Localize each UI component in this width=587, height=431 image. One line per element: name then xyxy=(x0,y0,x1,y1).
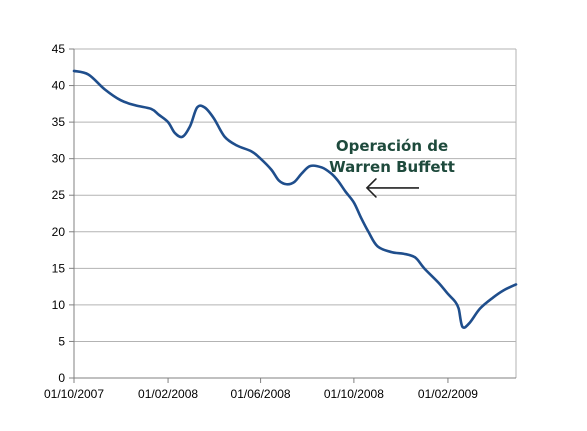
ytick-label-40: 40 xyxy=(52,79,66,93)
ytick-label-45: 45 xyxy=(52,42,66,56)
x-tick-labels: 01/10/2007 01/02/2008 01/06/2008 01/10/2008… xyxy=(44,387,478,401)
annotation-text-line-2: Warren Buffett xyxy=(329,158,455,176)
ytick-label-20: 20 xyxy=(52,225,66,239)
ytick-label-15: 15 xyxy=(52,261,66,275)
xtick-label-2: 01/06/2008 xyxy=(231,387,291,401)
arrow-head xyxy=(365,178,377,198)
xtick-label-0: 01/10/2007 xyxy=(44,387,104,401)
ytick-label-10: 10 xyxy=(52,298,66,312)
ytick-label-5: 5 xyxy=(58,334,65,348)
ytick-label-30: 30 xyxy=(52,152,66,166)
grid-lines xyxy=(74,48,517,378)
ytick-label-0: 0 xyxy=(58,371,65,385)
series-line-0 xyxy=(72,69,518,329)
series-layer xyxy=(72,69,518,329)
annotation-arrow xyxy=(365,178,419,198)
annotation: Operación de Warren Buffett xyxy=(329,137,455,198)
xtick-label-3: 01/10/2008 xyxy=(324,387,384,401)
ytick-label-25: 25 xyxy=(52,188,66,202)
annotation-text-line-1: Operación de xyxy=(336,137,448,155)
xtick-label-4: 01/02/2009 xyxy=(418,387,478,401)
y-tick-labels: 0 5 10 15 20 25 30 35 40 45 xyxy=(52,42,66,385)
axes xyxy=(69,48,516,383)
xtick-label-1: 01/02/2008 xyxy=(138,387,198,401)
ytick-label-35: 35 xyxy=(52,115,66,129)
